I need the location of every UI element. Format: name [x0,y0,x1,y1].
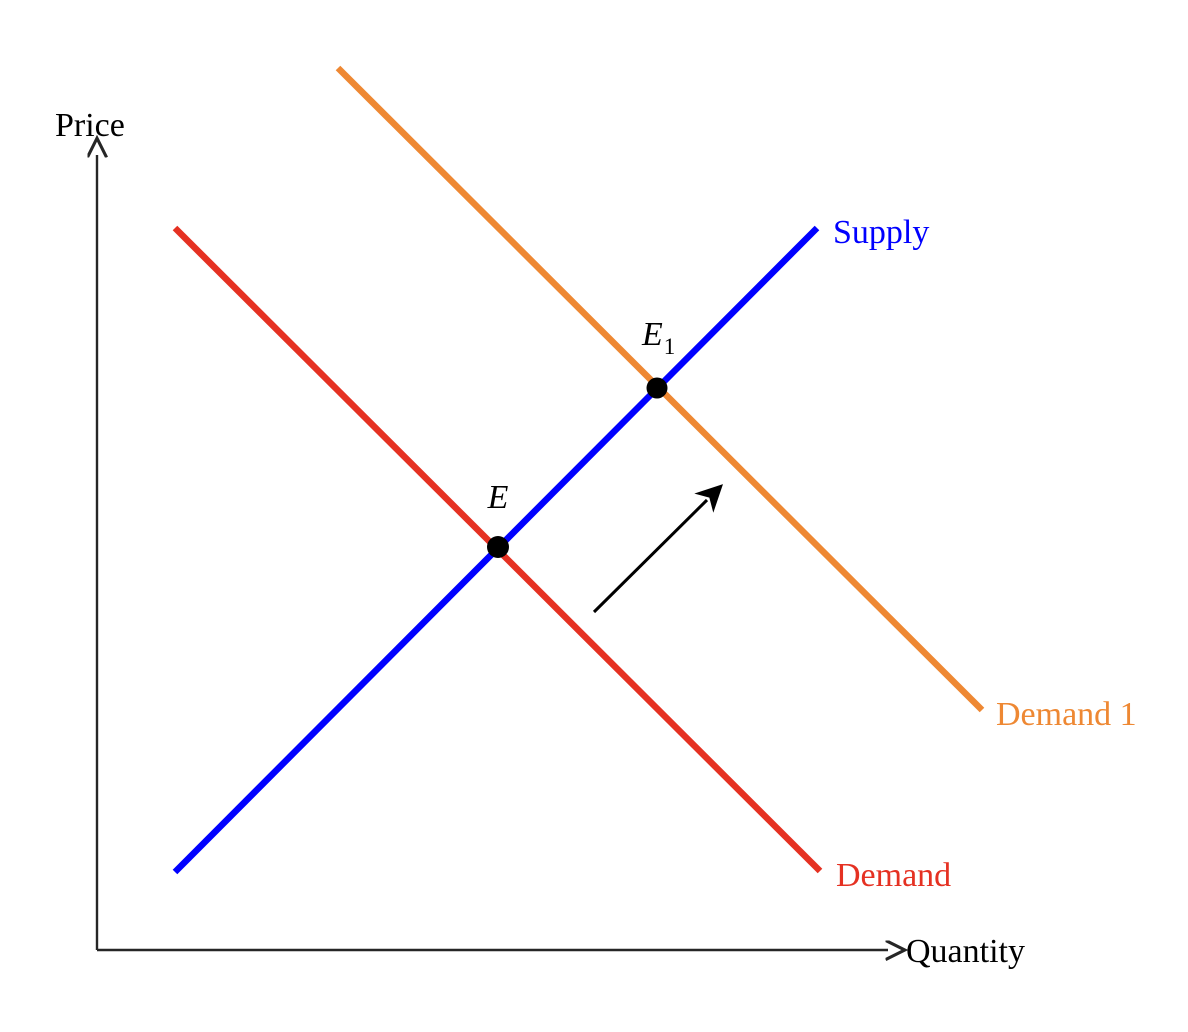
demand-1-curve-label: Demand 1 [996,696,1137,733]
x-axis-label: Quantity [906,933,1025,970]
equilibrium-label-e-text: E [487,479,509,516]
demand-shift-arrow [592,484,723,614]
equilibrium-label-e1: E1 [641,316,675,359]
equilibrium-point-e [487,536,509,558]
supply-curve-label: Supply [833,214,929,251]
demand-curve-label: Demand [836,857,951,894]
equilibrium-label-e1-subscript: 1 [664,334,676,359]
y-axis-label: Price [55,107,125,144]
equilibrium-label-e: E [487,479,509,516]
axes-group [97,155,888,950]
equilibrium-label-e1-text: E [641,316,663,353]
equilibrium-point-e1 [646,377,668,399]
